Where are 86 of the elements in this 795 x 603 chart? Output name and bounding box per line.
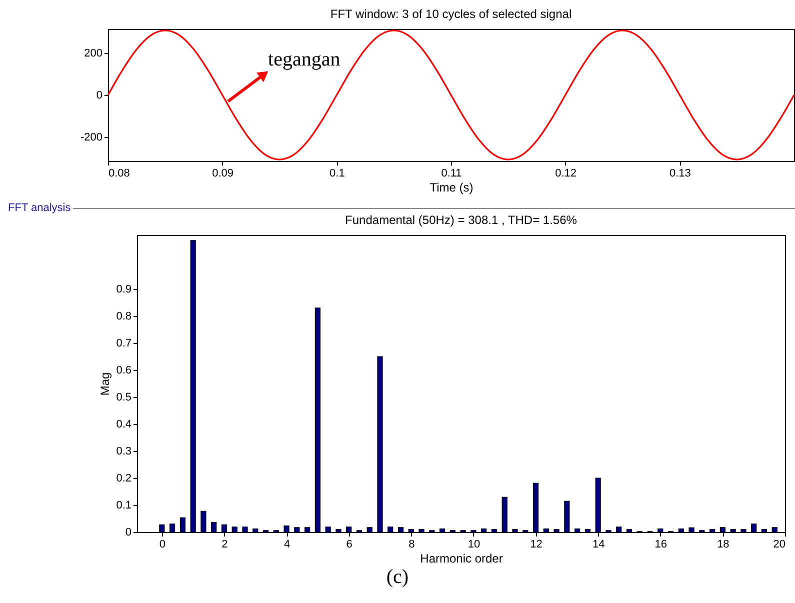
line-series (107, 30, 795, 160)
x-tick-label: 4 (284, 538, 290, 550)
annotation: tegangan (268, 48, 340, 70)
bar (346, 526, 352, 532)
x-tick-label: 0.08 (108, 168, 130, 180)
x-tick-label: 0.13 (669, 168, 691, 180)
bar (336, 529, 342, 532)
bar (688, 527, 694, 532)
bar (740, 529, 746, 532)
bar (418, 529, 424, 532)
bar (658, 528, 664, 532)
bar (408, 529, 414, 532)
bar (574, 528, 580, 532)
y-tick-label: 200 (84, 48, 102, 60)
bar (377, 356, 383, 532)
x-tick-label: 0.11 (441, 168, 462, 180)
bar (284, 525, 290, 532)
x-axis-title: Time (s) (430, 180, 474, 194)
y-tick-label: 0.6 (116, 364, 132, 376)
bar (440, 528, 446, 532)
bar (751, 524, 757, 532)
bar (190, 240, 196, 532)
bar (169, 524, 176, 532)
bar (211, 522, 217, 532)
bar (616, 526, 622, 532)
bar (626, 529, 632, 532)
y-tick-label: 0.5 (116, 392, 132, 404)
bar (543, 528, 549, 532)
x-tick-label: 20 (773, 538, 786, 550)
bar (388, 526, 394, 532)
bar (502, 496, 508, 532)
bar (595, 478, 601, 532)
y-tick-label: 0.9 (116, 284, 132, 296)
x-tick-label: 14 (592, 538, 605, 550)
x-tick-label: 16 (654, 538, 668, 550)
bar (252, 528, 258, 532)
bar (564, 500, 570, 532)
y-tick-label: 0.4 (116, 418, 132, 430)
y-axis-title: Mag (98, 372, 112, 396)
x-tick-label: 0.1 (330, 168, 345, 180)
text: FFT analysis (8, 202, 71, 214)
x-tick-label: 0.09 (212, 168, 234, 180)
y-tick-label: 0.8 (116, 310, 132, 322)
bar (710, 529, 716, 532)
bar (242, 526, 248, 532)
x-tick-label: 2 (222, 538, 228, 550)
bar (720, 527, 726, 532)
bar (366, 527, 372, 532)
x-axis-title: Harmonic order (420, 552, 503, 566)
x-tick-label: 0.12 (555, 168, 577, 180)
x-tick-label: 12 (530, 538, 542, 550)
bar (512, 529, 518, 532)
x-tick-label: 0 (159, 538, 166, 550)
bar (314, 308, 320, 532)
y-tick-label: 0.7 (116, 338, 132, 350)
bar (491, 529, 498, 532)
bar (221, 524, 228, 532)
bar (294, 527, 300, 532)
bar (772, 527, 778, 532)
x-tick-label: 10 (468, 538, 480, 550)
chart-title: FFT window: 3 of 10 cycles of selected signal (330, 7, 572, 21)
chart-title: Fundamental (50Hz) = 308.1 , THD= 1.56% (345, 213, 578, 227)
bar (730, 529, 736, 532)
bar (159, 524, 165, 532)
bar (481, 528, 487, 532)
text: (c) (385, 566, 410, 589)
bar (325, 526, 331, 532)
bar (232, 526, 238, 532)
x-tick-label: 18 (717, 538, 730, 550)
bar (532, 482, 539, 532)
y-tick-label: -200 (80, 131, 102, 144)
y-tick-label: 0 (125, 526, 132, 538)
bar (678, 528, 684, 532)
x-tick-label: 8 (408, 538, 415, 550)
bar (584, 529, 591, 532)
y-tick-label: 0.2 (116, 472, 132, 484)
y-tick-label: 0.3 (116, 446, 132, 458)
bar (180, 517, 186, 532)
bar (200, 510, 206, 532)
bar (554, 529, 560, 532)
bar (398, 527, 404, 532)
bar (304, 527, 310, 532)
bar (761, 529, 768, 532)
y-tick-label: 0.1 (116, 500, 132, 512)
x-tick-label: 6 (346, 538, 352, 550)
y-tick-label: 0 (96, 90, 102, 102)
